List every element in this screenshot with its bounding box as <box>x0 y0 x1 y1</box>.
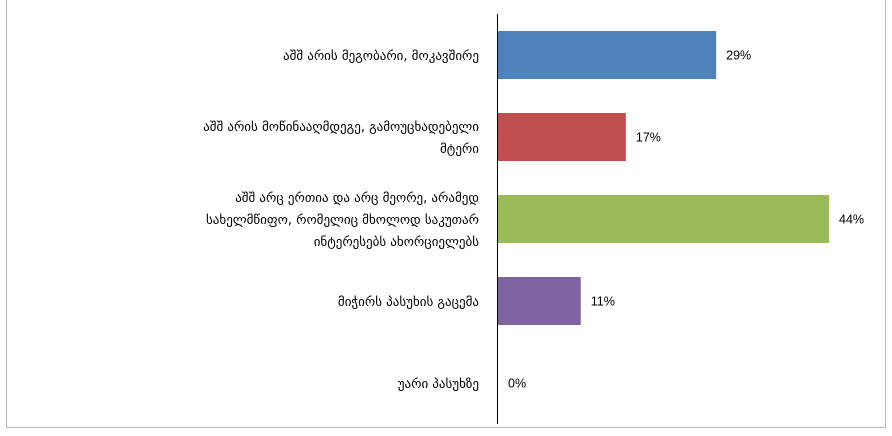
category-label-4: მიჭირს პასუხის გაცემა <box>338 295 479 310</box>
bar-2 <box>498 113 626 161</box>
category-label-1: აშშ არის მეგობარი, მოკავშირე <box>283 49 479 64</box>
category-label-line: აშშ არც ერთია და არც მეორე, არამედ <box>235 191 479 206</box>
value-labels: 29% 17% 44% 11% 0% <box>508 49 864 391</box>
category-label-line: ინტერესებს ახორციელებს <box>314 235 480 250</box>
category-label-line: მტერი <box>440 142 479 157</box>
category-label-line: მიჭირს პასუხის გაცემა <box>338 295 479 310</box>
category-labels: აშშ არის მეგობარი, მოკავშირე აშშ არის მოწ… <box>203 49 479 392</box>
value-label-1: 29% <box>726 49 751 63</box>
bars-layer <box>498 31 829 325</box>
value-label-2: 17% <box>636 131 661 145</box>
bar-4 <box>498 277 581 325</box>
category-label-line: აშშ არის მეგობარი, მოკავშირე <box>283 49 479 64</box>
value-label-3: 44% <box>839 213 864 227</box>
category-label-line: უარი პასუხზე <box>398 377 479 392</box>
category-label-5: უარი პასუხზე <box>398 377 479 392</box>
category-label-3: აშშ არც ერთია და არც მეორე, არამედ სახელმ… <box>206 191 479 250</box>
value-label-5: 0% <box>508 377 526 391</box>
bar-3 <box>498 195 829 243</box>
value-label-4: 11% <box>591 295 615 309</box>
category-label-line: სახელმწიფო, რომელიც მხოლოდ საკუთარ <box>206 213 479 228</box>
category-label-line: აშშ არის მოწინააღმდეგე, გამოუცხადებელი <box>203 120 479 135</box>
category-label-2: აშშ არის მოწინააღმდეგე, გამოუცხადებელი მტ… <box>203 120 479 157</box>
bar-1 <box>498 31 717 79</box>
